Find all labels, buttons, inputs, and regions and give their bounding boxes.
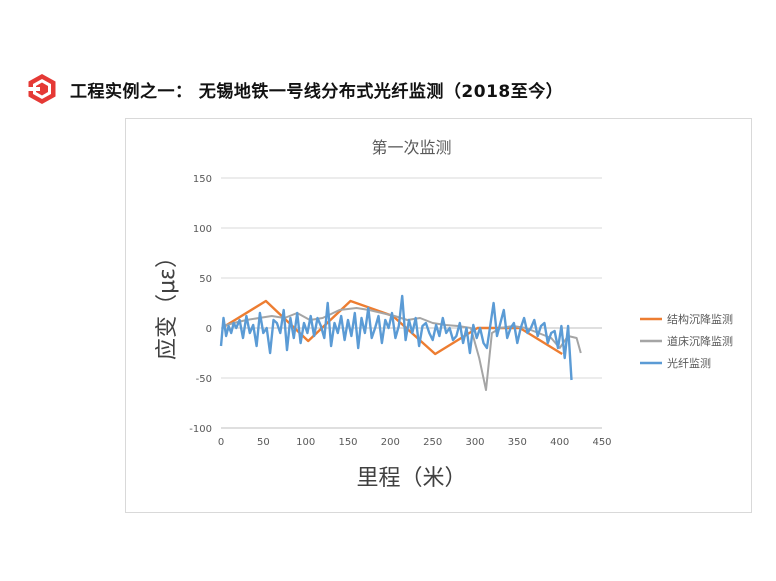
page-title: 工程实例之一： 无锡地铁一号线分布式光纤监测（2018至今） — [70, 81, 564, 102]
x-tick-label: 350 — [508, 437, 527, 448]
y-tick-label: 150 — [193, 174, 212, 185]
x-tick-label: 300 — [465, 437, 484, 448]
y-tick-label: 50 — [199, 274, 212, 285]
legend-label: 光纤监测 — [667, 356, 711, 370]
chart-frame: 第一次监测 150 100 50 0 -50 -100 0 50 100 150 200 250 300 3… — [125, 118, 752, 513]
x-tick-label: 450 — [592, 437, 611, 448]
strain-chart: 第一次监测 150 100 50 0 -50 -100 0 50 100 150 200 250 300 3… — [155, 138, 733, 491]
y-tick-label: -50 — [196, 374, 212, 385]
y-tick-label: 0 — [206, 324, 212, 335]
chart-title: 第一次监测 — [371, 138, 451, 157]
x-axis-label: 里程（米） — [356, 466, 466, 491]
x-tick-label: 0 — [218, 437, 224, 448]
y-tick-label: 100 — [193, 224, 212, 235]
page-header: 工程实例之一： 无锡地铁一号线分布式光纤监测（2018至今） — [26, 72, 563, 106]
y-tick-label: -100 — [189, 424, 212, 435]
y-axis-label: 应变（με） — [155, 246, 180, 360]
x-tick-label: 250 — [423, 437, 442, 448]
legend-label: 道床沉降监测 — [667, 334, 733, 348]
legend-label: 结构沉降监测 — [667, 312, 733, 326]
red-hexagon-logo-icon — [28, 74, 56, 104]
x-tick-label: 200 — [381, 437, 400, 448]
x-tick-label: 150 — [338, 437, 357, 448]
x-tick-label: 100 — [296, 437, 315, 448]
x-tick-label: 50 — [257, 437, 270, 448]
x-tick-label: 400 — [550, 437, 569, 448]
series-line-3 — [219, 294, 573, 381]
